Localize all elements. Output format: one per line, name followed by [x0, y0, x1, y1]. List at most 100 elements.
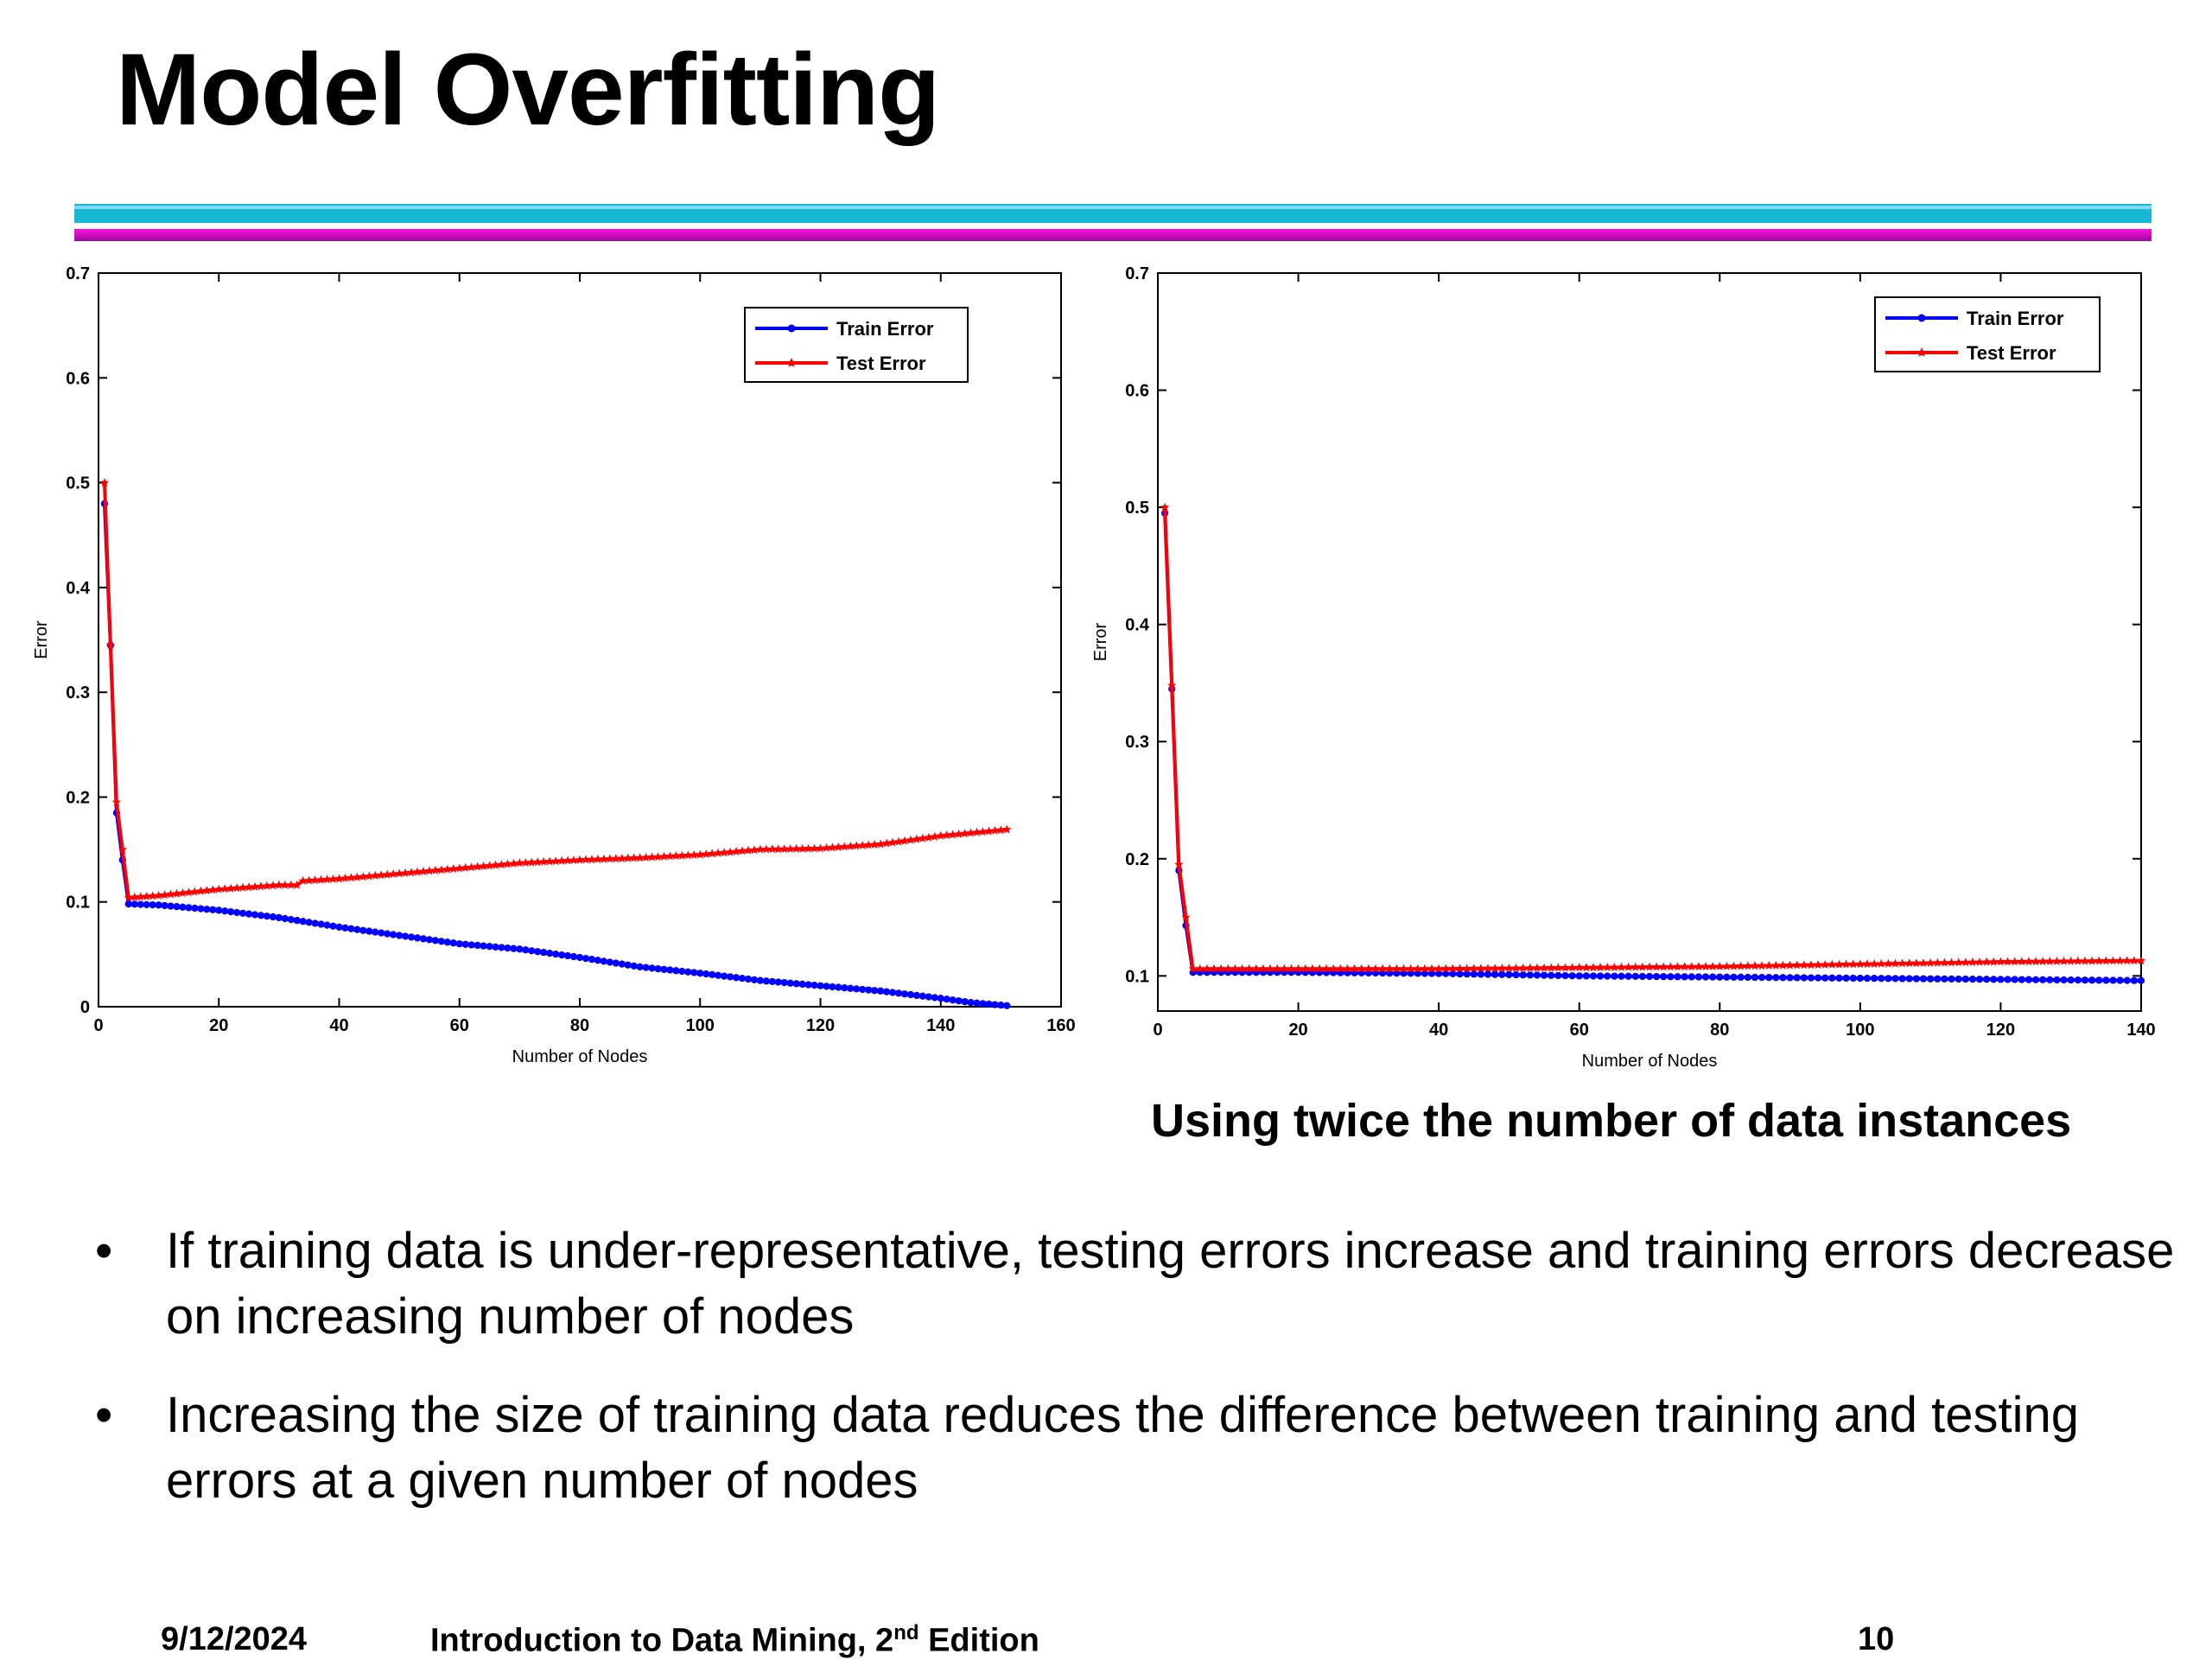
- dot-marker: [630, 962, 638, 970]
- legend-label: Test Error: [836, 353, 926, 374]
- star-marker: [1954, 957, 1963, 967]
- legend-label: Train Error: [1967, 308, 2064, 329]
- dot-marker: [1800, 974, 1808, 982]
- dot-marker: [1842, 974, 1850, 983]
- star-marker: [1918, 958, 1929, 967]
- footer-page-number: 10: [1858, 1621, 1895, 1657]
- star-marker: [1336, 964, 1345, 973]
- star-marker: [316, 875, 326, 884]
- dot-marker: [575, 953, 584, 962]
- star-marker: [641, 852, 651, 862]
- star-marker: [696, 849, 705, 859]
- x-tick-label: 100: [1846, 1021, 1874, 1040]
- star-marker: [346, 873, 356, 882]
- dot-marker: [540, 949, 548, 957]
- chart-legend: Train Error Test Error: [1874, 296, 2101, 372]
- dot-marker: [2024, 976, 2033, 983]
- star-marker: [1230, 964, 1240, 973]
- dot-marker: [1660, 973, 1668, 981]
- dot-marker: [1533, 971, 1541, 979]
- dot-marker: [918, 992, 926, 1000]
- star-marker: [2066, 956, 2075, 965]
- star-marker: [1729, 961, 1738, 970]
- star-marker: [467, 862, 476, 872]
- star-marker: [791, 843, 801, 853]
- dot-marker: [1948, 975, 1955, 983]
- star-marker: [178, 888, 188, 897]
- star-marker: [190, 887, 200, 896]
- bullet-item: • If training data is under-representati…: [92, 1218, 2183, 1350]
- bullet-list: • If training data is under-representati…: [92, 1218, 2183, 1547]
- dot-marker: [985, 1000, 993, 1008]
- star-marker: [1644, 962, 1655, 971]
- star-marker: [779, 844, 789, 853]
- star-marker: [328, 874, 338, 883]
- x-tick-label: 100: [686, 1016, 715, 1035]
- star-marker: [743, 845, 753, 855]
- dot-marker: [2046, 976, 2054, 983]
- dot-marker: [1878, 975, 1885, 983]
- star-marker: [232, 883, 242, 893]
- star-marker: [966, 828, 976, 837]
- star-marker: [1518, 963, 1528, 972]
- star-marker: [1237, 964, 1247, 973]
- x-tick-label: 80: [570, 1016, 589, 1035]
- star-marker: [262, 881, 272, 890]
- dot-marker: [979, 1000, 987, 1008]
- star-marker: [454, 863, 464, 873]
- star-marker: [924, 832, 934, 842]
- star-marker: [1202, 964, 1212, 973]
- dot-marker: [534, 948, 542, 956]
- dot-marker: [1596, 972, 1605, 980]
- series-test-error: [99, 478, 1012, 902]
- dot-marker: [732, 974, 741, 982]
- dot-marker: [1442, 970, 1450, 977]
- dot-marker: [1519, 971, 1527, 979]
- star-marker: [587, 855, 597, 864]
- star-marker: [1224, 964, 1233, 973]
- star-marker: [377, 870, 386, 880]
- dot-marker: [600, 957, 607, 965]
- star-marker: [1280, 964, 1289, 973]
- dot-marker: [660, 965, 668, 973]
- star-marker: [912, 834, 922, 843]
- star-marker: [118, 844, 128, 854]
- dot-marker: [1709, 973, 1717, 981]
- star-marker: [473, 862, 482, 871]
- dot-marker: [1730, 973, 1738, 981]
- dot-marker: [1618, 972, 1625, 980]
- star-marker: [371, 870, 380, 880]
- star-marker: [887, 837, 898, 847]
- star-marker: [1989, 957, 1999, 966]
- star-marker: [1392, 964, 1402, 973]
- dot-marker: [263, 913, 271, 920]
- star-marker: [2094, 956, 2104, 965]
- star-marker: [1947, 957, 1956, 967]
- star-marker: [1560, 963, 1570, 972]
- dot-marker: [1638, 972, 1646, 981]
- dot-marker: [1554, 971, 1562, 980]
- dot-marker: [792, 980, 800, 988]
- star-marker: [383, 869, 392, 879]
- star-marker: [725, 847, 735, 856]
- star-marker: [196, 886, 206, 895]
- dot-marker: [227, 907, 235, 916]
- star-marker: [647, 852, 657, 862]
- star-marker: [702, 849, 711, 858]
- dot-marker: [563, 951, 572, 960]
- star-marker: [1476, 964, 1486, 973]
- dot-marker: [510, 944, 518, 952]
- star-marker: [1897, 958, 1907, 968]
- star-marker: [406, 868, 416, 877]
- star-marker: [250, 881, 260, 891]
- dot-marker: [967, 999, 975, 1007]
- star-marker: [310, 875, 320, 885]
- bullet-dot-icon: •: [95, 1223, 113, 1279]
- dot-marker: [810, 982, 818, 989]
- star-marker: [665, 851, 675, 861]
- star-marker: [659, 851, 669, 861]
- x-tick-label: 160: [1046, 1016, 1075, 1035]
- dot-marker: [817, 982, 824, 989]
- star-marker: [1967, 957, 1978, 967]
- star-marker: [1848, 959, 1858, 969]
